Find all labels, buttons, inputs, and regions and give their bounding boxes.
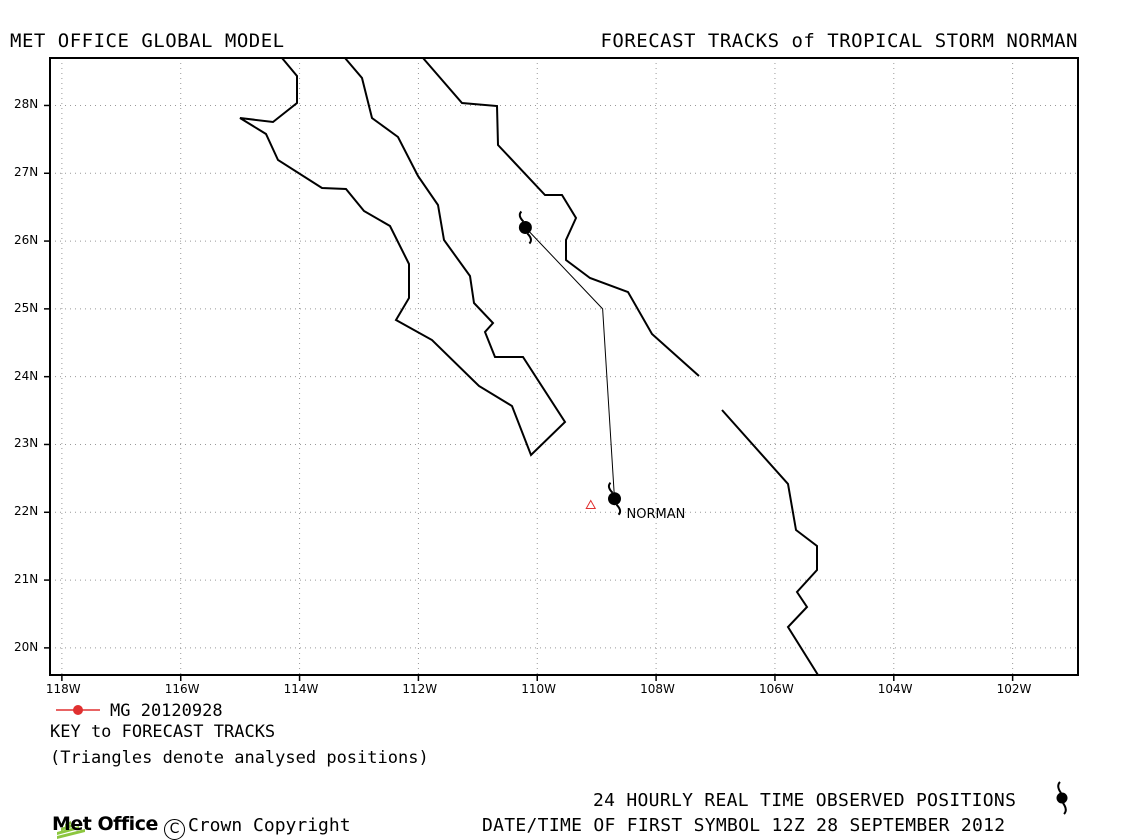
lat-tick-label: 23N <box>14 436 39 451</box>
lon-tick-label: 106W <box>758 682 794 696</box>
map-frame <box>49 57 1079 676</box>
cyclone-legend-icon <box>1056 781 1068 815</box>
cyclone-symbol-end <box>518 210 532 245</box>
lon-tick-label: 104W <box>877 682 913 696</box>
header-right-title: FORECAST TRACKS of TROPICAL STORM NORMAN <box>600 30 1078 52</box>
copyright-symbol-icon: C <box>164 819 185 840</box>
key-note: (Triangles denote analysed positions) <box>50 748 429 768</box>
lon-tick-label: 114W <box>283 682 319 696</box>
lat-tick-label: 28N <box>14 97 39 112</box>
lon-tick-label: 110W <box>521 682 557 696</box>
mainland-coast-north <box>422 57 700 377</box>
met-office-wordmark: Met Office <box>52 813 158 835</box>
storm-name-label: NORMAN <box>626 506 686 522</box>
key-symbol <box>56 705 100 715</box>
analysed-position-triangle <box>585 499 597 509</box>
axis-ticks <box>44 104 1014 681</box>
lon-tick-label: 112W <box>402 682 438 696</box>
lon-tick-label: 108W <box>640 682 675 696</box>
met-office-logo <box>57 821 85 839</box>
lat-tick-label: 24N <box>14 368 39 383</box>
header-left-title: MET OFFICE GLOBAL MODEL <box>10 30 285 52</box>
copyright-notice: C Crown Copyright <box>164 815 351 840</box>
lon-tick-label: 116W <box>164 682 200 696</box>
mainland-coast-south <box>721 409 819 676</box>
lon-tick-label: 102W <box>996 682 1032 696</box>
coastline <box>239 57 819 676</box>
footer-datetime: DATE/TIME OF FIRST SYMBOL 12Z 28 SEPTEMB… <box>482 815 1006 836</box>
key-title: KEY to FORECAST TRACKS <box>50 722 276 742</box>
lat-tick-label: 26N <box>14 233 39 248</box>
graticule <box>50 58 1078 675</box>
baja-pacific-coast <box>239 57 567 457</box>
track-line <box>525 227 616 499</box>
lon-tick-label: 118W <box>45 682 81 696</box>
lat-tick-label: 21N <box>14 572 39 587</box>
lat-tick-label: 27N <box>14 165 39 180</box>
lat-tick-label: 25N <box>14 300 39 315</box>
key-model-run: MG 20120928 <box>110 701 223 721</box>
copyright-text: Crown Copyright <box>188 815 351 836</box>
lat-tick-label: 20N <box>14 639 39 654</box>
cyclone-symbol-start <box>607 482 622 516</box>
forecast-track <box>518 210 622 516</box>
lat-tick-label: 22N <box>14 504 39 519</box>
footer-observed: 24 HOURLY REAL TIME OBSERVED POSITIONS <box>593 790 1017 811</box>
key-dot <box>73 705 83 715</box>
